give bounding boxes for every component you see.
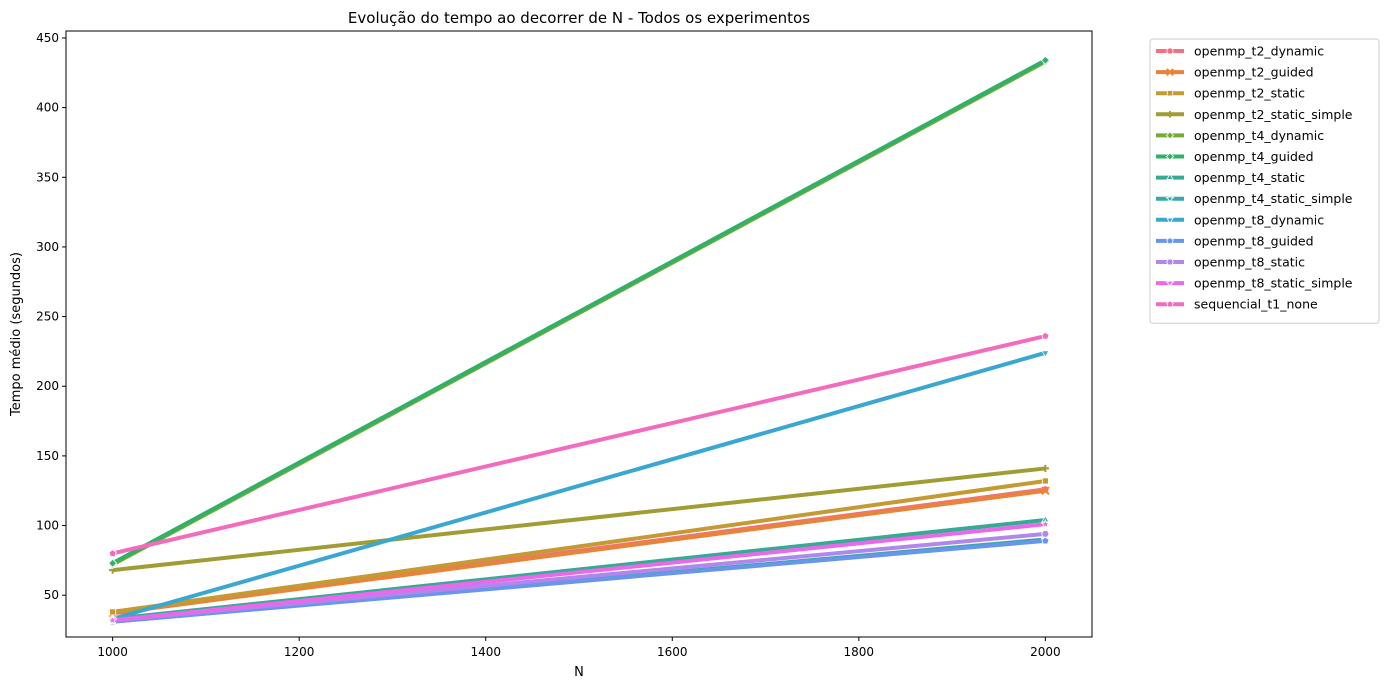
- data-point-marker: [108, 558, 118, 568]
- series-line: [112, 538, 1046, 624]
- y-tick-label: 200: [36, 379, 59, 393]
- legend-marker: [1166, 90, 1174, 97]
- legend-label: openmp_t8_static: [1194, 255, 1305, 270]
- legend-marker: [1166, 111, 1174, 118]
- x-tick-label: 1800: [844, 645, 875, 659]
- data-point-marker: [108, 549, 117, 557]
- legend-label: openmp_t2_static_simple: [1194, 107, 1353, 122]
- data-point-marker: [107, 614, 118, 625]
- legend-item: openmp_t2_static_simple: [1156, 107, 1353, 122]
- legend-label: openmp_t2_guided: [1194, 65, 1314, 80]
- legend-item: openmp_t8_static_simple: [1156, 276, 1353, 291]
- series-sequencial_t1_none: [108, 331, 1050, 557]
- legend-marker: [1166, 300, 1174, 308]
- legend-item: openmp_t4_static: [1156, 170, 1305, 185]
- series-line: [112, 466, 1046, 573]
- legend-marker: [1166, 68, 1174, 77]
- legend-marker: [1166, 217, 1174, 225]
- y-tick-label: 350: [36, 170, 59, 184]
- legend-item: openmp_t4_static_simple: [1156, 191, 1353, 206]
- series-line: [112, 334, 1046, 556]
- x-tick-label: 1000: [97, 645, 128, 659]
- data-point-marker: [1041, 464, 1049, 473]
- legend-label: openmp_t8_static_simple: [1194, 276, 1353, 291]
- chart-title: Evolução do tempo ao decorrer de N - Tod…: [348, 9, 810, 27]
- x-tick-label: 2000: [1030, 645, 1061, 659]
- series-openmp_t2_static: [109, 477, 1049, 616]
- legend-label: openmp_t8_guided: [1194, 233, 1314, 248]
- x-tick-label: 1600: [657, 645, 688, 659]
- legend-label: openmp_t4_static_simple: [1194, 191, 1353, 206]
- y-tick-label: 250: [36, 310, 59, 324]
- series-line: [111, 58, 1047, 565]
- y-tick-label: 50: [44, 588, 59, 602]
- legend-item: openmp_t2_static: [1156, 86, 1305, 101]
- legend-box: [1149, 38, 1380, 324]
- legend-label: sequencial_t1_none: [1194, 297, 1318, 312]
- legend: openmp_t2_dynamic openmp_t2_guided openmp_…: [1149, 38, 1380, 324]
- legend-item: openmp_t2_guided: [1156, 65, 1314, 80]
- legend-marker: [1165, 278, 1175, 288]
- data-point-marker: [1041, 350, 1050, 358]
- series-openmp_t8_static_simple: [107, 518, 1051, 625]
- legend-item: openmp_t8_guided: [1156, 233, 1314, 248]
- y-tick-label: 100: [36, 519, 59, 533]
- x-axis-title: N: [574, 665, 584, 680]
- plot-area: [107, 55, 1051, 627]
- legend-label: openmp_t2_static: [1194, 86, 1305, 101]
- legend-marker: [1165, 131, 1175, 140]
- legend-marker: [1165, 152, 1175, 161]
- x-tick-label: 1200: [284, 645, 315, 659]
- legend-item: openmp_t2_dynamic: [1156, 44, 1324, 59]
- x-axis: 1000 1200 1400 1600 1800 2000: [97, 637, 1061, 659]
- legend-item: openmp_t8_static: [1156, 255, 1305, 270]
- data-point-marker: [1041, 536, 1050, 545]
- series-line: [112, 522, 1046, 623]
- data-point-marker: [1041, 486, 1050, 496]
- legend-marker: [1165, 193, 1175, 203]
- series-line: [112, 478, 1046, 614]
- legend-label: openmp_t4_dynamic: [1194, 128, 1324, 143]
- data-point-marker: [1041, 530, 1050, 538]
- y-tick-label: 400: [36, 101, 59, 115]
- y-axis-title: Tempo médio (segundos): [9, 252, 24, 417]
- legend-marker: [1166, 237, 1174, 245]
- data-point-marker: [1040, 518, 1051, 529]
- legend-item: sequencial_t1_none: [1156, 297, 1318, 312]
- legend-item: openmp_t4_guided: [1156, 149, 1314, 164]
- x-tick-label: 1400: [470, 645, 501, 659]
- series-openmp_t2_static_simple: [109, 464, 1049, 574]
- data-point-marker: [1041, 477, 1049, 485]
- series-line: [112, 488, 1046, 616]
- legend-marker: [1166, 258, 1174, 266]
- series-openmp_t4_guided: [108, 55, 1050, 568]
- y-tick-label: 300: [36, 240, 59, 254]
- legend-marker: [1166, 173, 1174, 180]
- legend-label: openmp_t8_dynamic: [1194, 212, 1324, 227]
- legend-item: openmp_t4_dynamic: [1156, 128, 1324, 143]
- legend-label: openmp_t4_static: [1194, 170, 1305, 185]
- legend-marker: [1166, 47, 1174, 55]
- data-point-marker: [1040, 55, 1050, 65]
- y-tick-label: 150: [36, 449, 59, 463]
- data-point-marker: [1041, 331, 1050, 340]
- series-line: [112, 350, 1046, 621]
- legend-item: openmp_t8_dynamic: [1156, 212, 1324, 227]
- legend-label: openmp_t2_dynamic: [1194, 44, 1324, 59]
- plot-frame: [65, 30, 1093, 638]
- y-tick-label: 450: [36, 31, 59, 45]
- data-point-marker: [109, 608, 117, 616]
- y-axis: 50 100 150 200 250 300 350 400 450: [36, 31, 66, 602]
- legend-label: openmp_t4_guided: [1194, 149, 1314, 164]
